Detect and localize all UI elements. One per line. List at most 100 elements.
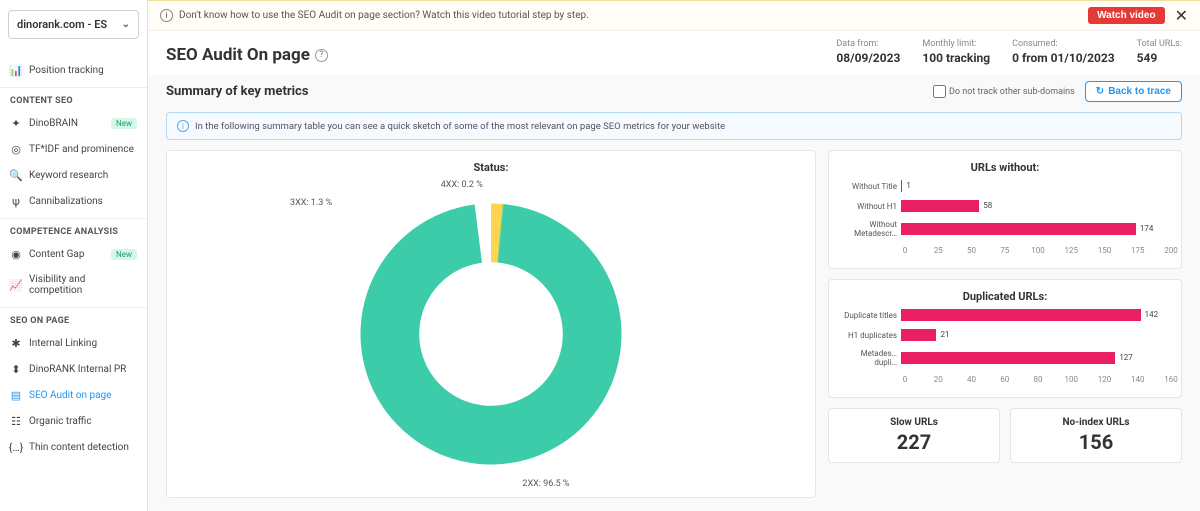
nav-label: DinoRANK Internal PR: [29, 364, 126, 375]
button-text: Back to trace: [1108, 86, 1171, 97]
sitemap-icon: ⬍: [10, 363, 22, 375]
sidebar-item-thin-content[interactable]: {…} Thin content detection: [0, 434, 147, 460]
sidebar-item-visibility[interactable]: 📈 Visibility and competition: [0, 267, 147, 303]
nav-label: Visibility and competition: [29, 274, 137, 296]
summary-title: Summary of key metrics: [166, 84, 309, 99]
search-icon: 🔍: [10, 169, 22, 181]
stat-value: 08/09/2023: [836, 51, 900, 65]
noindex-urls-value: 156: [1019, 430, 1173, 454]
urls-without-card: URLs without: Without Title 1 Without H1…: [828, 150, 1182, 269]
sidebar-item-seo-audit[interactable]: ▤ SEO Audit on page: [0, 382, 147, 408]
sidebar-item-keyword[interactable]: 🔍 Keyword research: [0, 162, 147, 188]
sidebar-item-internal-linking[interactable]: ✱ Internal Linking: [0, 330, 147, 356]
checkbox-text: Do not track other sub-domains: [949, 87, 1075, 97]
stat-label: Total URLs:: [1137, 39, 1182, 49]
back-to-trace-button[interactable]: ↻ Back to trace: [1085, 81, 1182, 102]
page-header: SEO Audit On page ? Data from: 08/09/202…: [148, 31, 1200, 75]
sidebar-item-organic[interactable]: ☷ Organic traffic: [0, 408, 147, 434]
info-bar-text: In the following summary table you can s…: [195, 121, 725, 132]
nav-label: Thin content detection: [29, 442, 129, 453]
nav-section-seo-on-page: SEO ON PAGE: [0, 307, 147, 330]
urls-without-bar-chart: Without Title 1 Without H1 58 Without Me…: [839, 180, 1171, 258]
bar-track: 1: [901, 180, 1171, 192]
bar-value: 174: [1140, 223, 1154, 235]
duplicated-title: Duplicated URLs:: [839, 290, 1171, 303]
stat-value: 549: [1137, 51, 1182, 65]
target-icon: ◎: [10, 143, 22, 155]
audit-icon: ▤: [10, 389, 22, 401]
watch-video-button[interactable]: Watch video: [1088, 7, 1165, 24]
nav-label: Content Gap: [29, 249, 84, 260]
x-axis: 020406080100120140160: [905, 375, 1171, 387]
sidebar: dinorank.com - ES ⌄ 📊 Position tracking …: [0, 0, 148, 511]
help-icon[interactable]: ?: [315, 49, 328, 62]
status-chart-title: Status:: [473, 161, 508, 174]
new-badge: New: [111, 249, 137, 260]
graph-icon: 📈: [10, 279, 22, 291]
nav-section-content-seo: CONTENT SEO: [0, 87, 147, 110]
sidebar-item-internal-pr[interactable]: ⬍ DinoRANK Internal PR: [0, 356, 147, 382]
stat-total-urls: Total URLs: 549: [1137, 39, 1182, 65]
link-icon: ✱: [10, 337, 22, 349]
info-icon: i: [160, 9, 173, 22]
bar-value: 127: [1119, 352, 1133, 364]
eye-icon: ◉: [10, 248, 22, 260]
subdomain-checkbox[interactable]: [933, 85, 946, 98]
nav-label: TF*IDF and prominence: [29, 144, 134, 155]
bar-fill: [901, 223, 1136, 235]
bar-fill: [901, 309, 1141, 321]
bar-label: Without Metadescr…: [839, 220, 901, 238]
chevron-down-icon: ⌄: [122, 19, 130, 30]
sidebar-item-content-gap[interactable]: ◉ Content Gap New: [0, 241, 147, 267]
axis-tick: 20: [934, 375, 943, 384]
info-bar: i In the following summary table you can…: [166, 112, 1182, 140]
sidebar-item-tfidf[interactable]: ◎ TF*IDF and prominence: [0, 136, 147, 162]
axis-tick: 100: [1065, 375, 1079, 384]
info-icon: i: [177, 120, 189, 132]
domain-select[interactable]: dinorank.com - ES ⌄: [8, 10, 139, 39]
axis-tick: 120: [1098, 375, 1112, 384]
duplicated-bar-chart: Duplicate titles 142 H1 duplicates 21 Me…: [839, 309, 1171, 387]
bar-fill: [901, 352, 1115, 364]
urls-without-title: URLs without:: [839, 161, 1171, 174]
nav-label: Internal Linking: [29, 338, 97, 349]
axis-tick: 125: [1065, 246, 1079, 255]
sidebar-item-position-tracking[interactable]: 📊 Position tracking: [0, 57, 147, 83]
axis-tick: 140: [1131, 375, 1145, 384]
axis-tick: 80: [1034, 375, 1043, 384]
domain-select-value: dinorank.com - ES: [17, 18, 107, 31]
bar-label: H1 duplicates: [839, 331, 901, 340]
axis-tick: 160: [1164, 375, 1178, 384]
subhead: Summary of key metrics Do not track othe…: [166, 75, 1182, 112]
nav-label: DinoBRAIN: [29, 118, 78, 129]
nav-label: Cannibalizations: [29, 196, 103, 207]
bar-label: Duplicate titles: [839, 311, 901, 320]
page-title-text: SEO Audit On page: [166, 45, 310, 65]
bar-row: H1 duplicates 21: [839, 329, 1171, 341]
sidebar-item-cannibal[interactable]: ψ Cannibalizations: [0, 188, 147, 214]
donut-label-4xx: 4XX: 0.2 %: [441, 180, 483, 190]
close-icon[interactable]: ✕: [1175, 6, 1188, 25]
axis-tick: 150: [1098, 246, 1112, 255]
nav-label: SEO Audit on page: [29, 390, 111, 401]
slow-urls-value: 227: [837, 430, 991, 454]
axis-tick: 100: [1031, 246, 1045, 255]
traffic-icon: ☷: [10, 415, 22, 427]
bar-row: Without H1 58: [839, 200, 1171, 212]
bar-track: 21: [901, 329, 1171, 341]
noindex-urls-title: No-index URLs: [1019, 417, 1173, 428]
new-badge: New: [111, 118, 137, 129]
bar-row: Duplicate titles 142: [839, 309, 1171, 321]
bar-track: 127: [901, 352, 1171, 364]
sidebar-item-dinobrain[interactable]: ✦ DinoBRAIN New: [0, 110, 147, 136]
bar-track: 174: [901, 223, 1171, 235]
bar-fill: [901, 329, 936, 341]
refresh-icon: ↻: [1096, 86, 1104, 97]
bar-fill: [901, 200, 979, 212]
bar-row: Without Metadescr… 174: [839, 220, 1171, 238]
axis-tick: 75: [1000, 246, 1009, 255]
slow-urls-title: Slow URLs: [837, 417, 991, 428]
subdomain-checkbox-label[interactable]: Do not track other sub-domains: [933, 85, 1075, 98]
stat-label: Consumed:: [1012, 39, 1115, 49]
stat-monthly-limit: Monthly limit: 100 tracking: [922, 39, 990, 65]
